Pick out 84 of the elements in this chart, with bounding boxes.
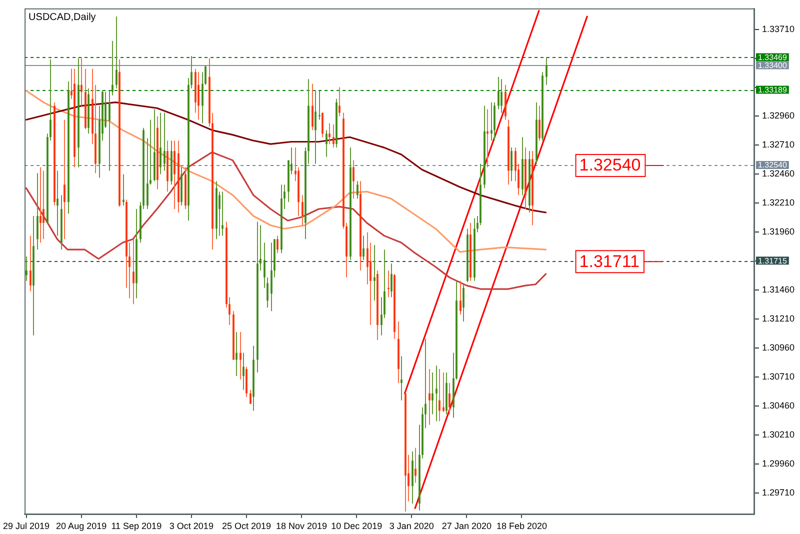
y-tick-label: 1.32210 — [762, 198, 795, 208]
candlestick — [490, 102, 492, 142]
y-tick-label: 1.31960 — [762, 226, 795, 237]
candlestick — [276, 235, 278, 254]
candlestick — [400, 356, 402, 401]
candlestick — [362, 235, 364, 261]
x-tick-label: 27 Jan 2020 — [442, 520, 492, 531]
candlestick — [250, 389, 252, 404]
candlestick — [436, 365, 438, 422]
candlestick — [132, 238, 134, 305]
candlestick — [270, 242, 272, 312]
candlestick — [40, 166, 42, 244]
x-tick-label: 3 Oct 2019 — [169, 520, 214, 531]
candlestick — [116, 16, 118, 89]
candlestick — [80, 58, 82, 106]
candlestick — [236, 331, 238, 377]
candlestick — [326, 130, 328, 158]
candlestick — [222, 191, 224, 236]
candlestick — [414, 447, 416, 484]
candlestick — [500, 78, 502, 114]
candlestick — [242, 352, 244, 390]
candlestick — [442, 372, 444, 412]
candlestick — [164, 112, 166, 172]
y-tick-label: 1.29710 — [762, 488, 795, 498]
candlestick — [352, 160, 354, 200]
candlestick — [498, 76, 500, 110]
ref-line-label: 1.32540 — [758, 160, 788, 170]
candlestick — [356, 180, 358, 200]
y-tick-label: 1.30210 — [762, 430, 795, 440]
candlestick — [26, 256, 28, 282]
candlestick — [538, 105, 540, 142]
candlestick — [510, 147, 512, 182]
candlestick — [312, 83, 314, 131]
candlestick — [122, 174, 124, 206]
candlestick — [438, 368, 440, 422]
x-tick-label: 18 Nov 2019 — [276, 520, 328, 531]
ref-line-label: 1.33400 — [758, 60, 788, 70]
candlestick — [460, 280, 462, 316]
annotation: 1.31711 — [579, 252, 640, 271]
candlestick — [432, 372, 434, 415]
candlestick — [160, 112, 162, 175]
x-tick-label: 29 Jul 2019 — [3, 520, 50, 531]
y-tick-label: 1.30460 — [762, 400, 795, 411]
candlestick — [338, 86, 340, 117]
x-tick-label: 10 Dec 2019 — [331, 520, 382, 531]
candlestick — [30, 235, 32, 292]
candlestick — [462, 284, 464, 322]
y-tick-label: 1.31210 — [762, 314, 795, 324]
annotation: 1.32540 — [579, 156, 641, 175]
candlestick — [448, 382, 450, 415]
y-tick-label: 1.33710 — [762, 24, 795, 34]
candlestick — [56, 170, 58, 236]
x-tick-label: 3 Jan 2020 — [389, 520, 434, 531]
candlestick — [322, 112, 324, 138]
y-tick-label: 1.30710 — [762, 372, 795, 382]
ref-line-label: 1.33469 — [758, 52, 788, 62]
candlestick — [546, 56, 548, 86]
y-tick-label: 1.32460 — [762, 168, 795, 179]
chart-title: USDCAD,Daily — [28, 12, 96, 24]
candlestick — [428, 368, 430, 426]
candlestick — [42, 170, 44, 240]
y-tick-label: 1.29960 — [762, 458, 795, 469]
ref-line-label: 1.33189 — [758, 85, 788, 94]
candlestick — [218, 191, 220, 236]
x-tick-label: 11 Sep 2019 — [111, 520, 162, 531]
candlestick — [240, 331, 242, 380]
candlestick — [332, 124, 334, 148]
x-tick-label: 25 Oct 2019 — [222, 520, 272, 531]
candlestick — [198, 72, 200, 120]
ref-line-label: 1.31715 — [758, 256, 788, 266]
candlestick — [64, 119, 66, 240]
y-tick-label: 1.30960 — [762, 342, 795, 353]
candlestick — [314, 90, 316, 164]
x-tick-label: 20 Aug 2019 — [56, 520, 107, 531]
x-tick-label: 18 Feb 2020 — [496, 520, 548, 531]
candlestick — [390, 263, 392, 298]
candlestick — [36, 172, 38, 250]
y-tick-label: 1.32710 — [762, 140, 795, 150]
candlestick — [302, 194, 304, 226]
candlestick — [374, 244, 376, 302]
candlestick — [328, 122, 330, 145]
y-tick-label: 1.32960 — [762, 110, 795, 121]
candlestick — [174, 140, 176, 210]
y-tick-label: 1.31460 — [762, 284, 795, 295]
